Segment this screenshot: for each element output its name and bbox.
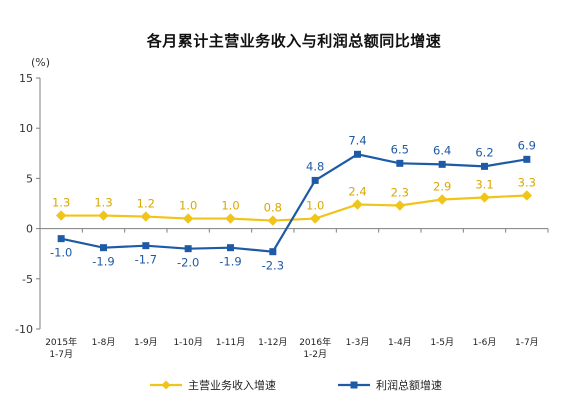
data-label: 1.3 <box>52 196 70 210</box>
data-point <box>227 244 234 252</box>
data-point <box>98 210 109 221</box>
data-label: 0.8 <box>264 201 282 215</box>
chart-title: 各月累计主营业务收入与利润总额同比增速 <box>146 32 442 50</box>
data-label: 1.3 <box>94 196 112 210</box>
x-tick-label: 2016年 <box>299 336 331 348</box>
x-tick-label: 2015年 <box>45 336 77 348</box>
series-line <box>61 194 527 222</box>
data-point <box>269 248 277 256</box>
legend-label: 主营业务收入增速 <box>188 378 276 392</box>
data-label: 2.4 <box>348 185 366 199</box>
x-tick-label: 1-6月 <box>473 337 497 348</box>
data-label: 1.0 <box>179 199 197 213</box>
x-tick-label: 1-3月 <box>346 337 370 348</box>
data-label: 7.4 <box>348 133 366 147</box>
data-label: 6.9 <box>518 138 536 152</box>
data-point <box>438 160 446 168</box>
data-point <box>523 155 531 163</box>
data-label: 6.2 <box>475 145 493 159</box>
data-label: 4.8 <box>306 159 324 173</box>
y-tick-label: -5 <box>22 273 33 286</box>
data-label: 2.9 <box>433 179 451 193</box>
data-label: 1.2 <box>137 197 155 211</box>
data-label: 6.4 <box>433 143 451 157</box>
x-tick-label: 1-8月 <box>92 337 116 348</box>
data-point <box>142 242 150 250</box>
x-tick-label: 1-4月 <box>388 337 412 348</box>
data-label: 1.0 <box>306 199 324 213</box>
x-tick-label: 1-12月 <box>258 337 287 348</box>
data-point <box>352 199 363 210</box>
data-point <box>57 235 65 243</box>
legend-marker <box>350 381 358 389</box>
data-point <box>521 190 533 201</box>
x-tick-label: 1-2月 <box>303 349 327 360</box>
data-point <box>184 245 192 253</box>
y-tick-label: 10 <box>19 122 33 135</box>
data-label: -1.9 <box>92 255 114 269</box>
y-tick-label: 0 <box>26 223 33 236</box>
data-label: -2.3 <box>262 259 284 273</box>
x-tick-label: 1-9月 <box>134 337 158 348</box>
data-label: 3.1 <box>475 177 493 191</box>
data-point <box>396 159 404 167</box>
legend-label: 利润总额增速 <box>376 378 442 392</box>
data-point <box>140 211 152 222</box>
data-point <box>479 192 490 203</box>
data-point <box>55 210 67 221</box>
y-tick-label: 5 <box>26 172 33 185</box>
data-label: -1.0 <box>50 246 72 260</box>
data-point <box>309 213 321 224</box>
data-point <box>100 244 107 252</box>
y-tick-label: -10 <box>15 323 33 336</box>
data-label: 3.3 <box>518 175 536 189</box>
x-tick-label: 1-10月 <box>173 337 202 348</box>
data-point <box>394 200 406 211</box>
data-point <box>436 194 448 205</box>
data-point <box>354 150 361 158</box>
data-label: 1.0 <box>221 199 239 213</box>
data-point <box>267 215 279 226</box>
x-tick-label: 1-11月 <box>216 337 245 348</box>
x-tick-label: 1-7月 <box>49 349 73 360</box>
data-point <box>311 176 319 184</box>
y-axis-unit-label: (%) <box>31 56 50 69</box>
data-point <box>481 162 488 170</box>
x-tick-label: 1-7月 <box>515 337 539 348</box>
data-label: -2.0 <box>177 256 199 270</box>
y-tick-label: 15 <box>19 72 33 85</box>
data-point <box>225 213 236 224</box>
data-label: -1.9 <box>219 255 241 269</box>
series-line <box>60 153 528 253</box>
x-tick-label: 1-5月 <box>430 337 454 348</box>
data-label: 2.3 <box>391 186 409 200</box>
data-point <box>182 213 194 224</box>
data-label: -1.7 <box>135 253 157 267</box>
legend-marker <box>161 380 171 390</box>
data-label: 6.5 <box>391 142 409 156</box>
